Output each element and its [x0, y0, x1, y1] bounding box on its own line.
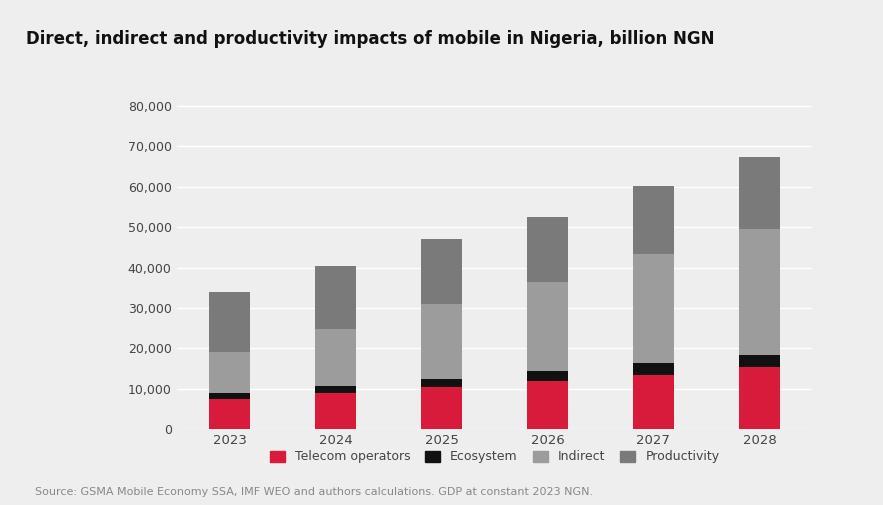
Bar: [739, 367, 780, 429]
Bar: [209, 352, 250, 393]
Bar: [315, 329, 356, 386]
Text: Direct, indirect and productivity impacts of mobile in Nigeria, billion NGN: Direct, indirect and productivity impact…: [26, 30, 715, 48]
Bar: [633, 364, 674, 375]
Bar: [315, 393, 356, 429]
Bar: [739, 157, 780, 229]
Bar: [209, 292, 250, 352]
Bar: [527, 282, 568, 371]
Bar: [315, 386, 356, 393]
Bar: [527, 217, 568, 282]
Bar: [421, 239, 462, 304]
Bar: [421, 387, 462, 429]
Bar: [209, 399, 250, 429]
Bar: [209, 393, 250, 399]
Bar: [527, 371, 568, 381]
Bar: [739, 229, 780, 355]
Bar: [315, 267, 356, 329]
Bar: [421, 379, 462, 387]
Text: Source: GSMA Mobile Economy SSA, IMF WEO and authors calculations. GDP at consta: Source: GSMA Mobile Economy SSA, IMF WEO…: [35, 487, 593, 497]
Bar: [633, 375, 674, 429]
Bar: [633, 186, 674, 255]
Bar: [527, 381, 568, 429]
Legend: Telecom operators, Ecosystem, Indirect, Productivity: Telecom operators, Ecosystem, Indirect, …: [265, 445, 724, 469]
Bar: [421, 304, 462, 379]
Bar: [739, 355, 780, 367]
Bar: [633, 255, 674, 364]
